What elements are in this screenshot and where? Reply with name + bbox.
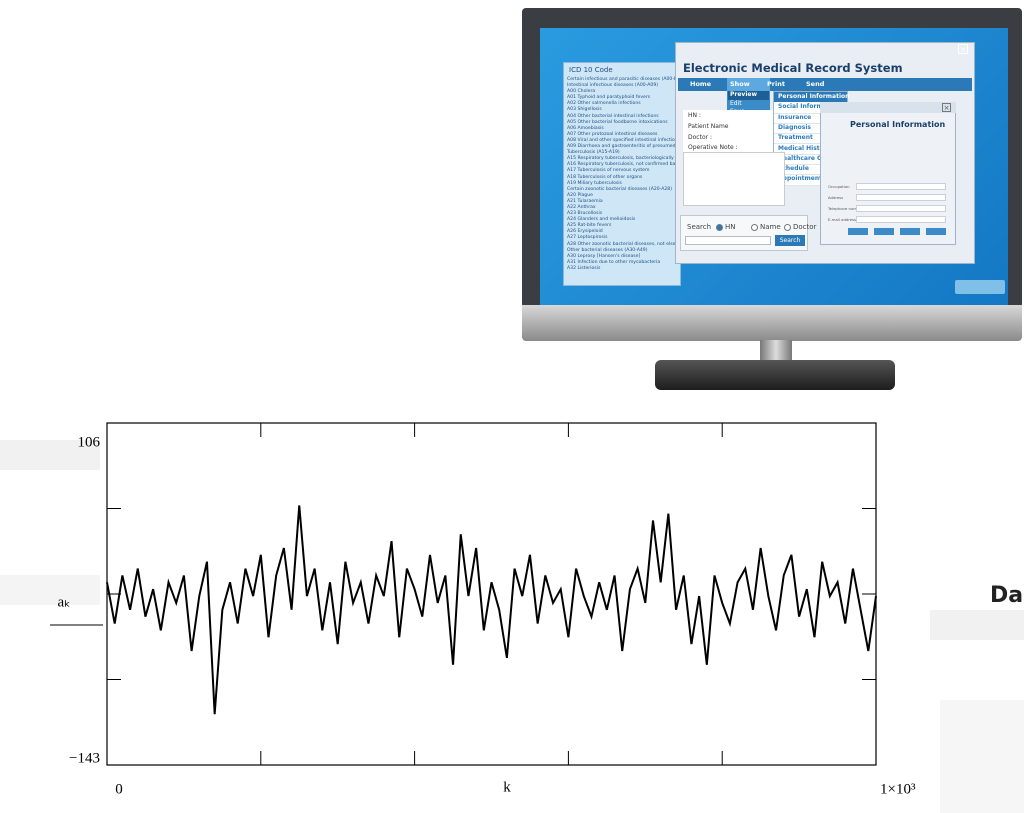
icd-item[interactable]: A28 Other zoonotic bacterial diseases, n… <box>567 241 680 247</box>
print-item[interactable]: Treatment <box>774 133 847 145</box>
x-tick-label: 0 <box>115 781 123 797</box>
icd-item[interactable]: A21 Tularaemia <box>567 198 603 204</box>
icd-title: ICD 10 Code <box>569 66 613 74</box>
icd-item[interactable]: A24 Glanders and melioidosis <box>567 217 636 223</box>
radio[interactable] <box>716 224 723 231</box>
icd-item[interactable]: A06 Amoebiasis <box>567 125 604 131</box>
side-text: Da <box>990 583 1024 608</box>
print-item[interactable]: Appointment <box>774 174 847 186</box>
bg-shape <box>0 575 100 605</box>
icd-item[interactable]: A26 Erysipeloid <box>567 229 603 235</box>
menu-highlight <box>727 78 770 91</box>
icd-item[interactable]: A00 Cholera <box>567 89 596 95</box>
field-input[interactable] <box>856 183 946 190</box>
close-icon[interactable]: × <box>958 44 968 54</box>
signal-line <box>106 505 877 715</box>
icd-item[interactable]: A01 Typhoid and paratyphoid fevers <box>567 95 651 101</box>
form-note: Operative Note : <box>688 144 738 151</box>
field-label: Address <box>828 195 844 200</box>
radio[interactable] <box>751 224 758 231</box>
search-label: Search <box>687 223 712 231</box>
field-input[interactable] <box>856 216 946 223</box>
icd-item[interactable]: A02 Other salmonella infections <box>567 101 641 107</box>
bg-shape <box>0 440 100 470</box>
screen-icons[interactable] <box>955 280 1005 294</box>
menu-item[interactable]: Send <box>806 80 825 88</box>
x-tick-label: 1×10³ <box>880 781 916 797</box>
search-input[interactable] <box>685 236 771 245</box>
field-input[interactable] <box>856 205 946 212</box>
y-axis-label: aₖ <box>57 594 70 610</box>
icd-item[interactable]: A08 Viral and other specified intestinal… <box>567 137 681 143</box>
monitor-chin <box>522 305 1022 341</box>
print-item[interactable]: Schedule <box>774 164 847 176</box>
icd-item[interactable]: A07 Other protozoal intestinal diseases <box>567 131 658 137</box>
icd-panel: ICD 10 Code Certain infectious and paras… <box>563 62 681 286</box>
x-axis-label: k <box>503 779 511 795</box>
icd-item[interactable]: A31 Infection due to other mycobacteria <box>567 259 661 265</box>
form-doctor: Doctor : <box>688 134 713 141</box>
icd-item[interactable]: Tuberculosis (A15-A19) <box>567 150 620 156</box>
icd-item[interactable]: A30 Leprosy [Hansen's disease] <box>567 253 641 259</box>
search-option: Doctor <box>793 223 817 231</box>
plot-frame <box>106 422 877 766</box>
field-label: Occupation <box>828 184 850 189</box>
chart: k aₖ 0 1×10³ −143 106 <box>50 422 916 797</box>
icd-list: Certain infectious and parasitic disease… <box>564 77 680 272</box>
icd-item[interactable]: Certain zoonotic bacterial diseases (A20… <box>567 186 673 192</box>
bg-shape <box>940 700 1024 813</box>
icd-item[interactable]: A25 Rat-bite fevers <box>567 223 612 229</box>
icd-item[interactable]: A27 Leptospirosis <box>567 235 608 241</box>
icd-item[interactable]: A20 Plague <box>567 192 593 198</box>
menu-bar <box>678 78 972 91</box>
icd-item[interactable]: A18 Tuberculosis of other organs <box>567 174 643 180</box>
search-panel <box>680 215 808 251</box>
y-tick-label: −143 <box>69 750 100 766</box>
field-label: Telephone number <box>828 206 864 211</box>
menu-item[interactable]: Show <box>730 80 750 88</box>
search-option: Name <box>760 223 781 231</box>
icd-item[interactable]: A17 Tuberculosis of nervous system <box>567 168 650 174</box>
icd-item[interactable]: A16 Respiratory tuberculosis, not confir… <box>567 162 680 168</box>
print-item[interactable]: Healthcare Calendar <box>774 154 847 166</box>
icd-item[interactable]: A32 Listeriosis <box>567 265 601 271</box>
show-item[interactable]: Edit <box>730 99 742 107</box>
radio[interactable] <box>784 224 791 231</box>
menu-item[interactable]: Print <box>767 80 785 88</box>
icd-item[interactable]: A23 Brucellosis <box>567 211 603 217</box>
bg-shape <box>930 610 1024 640</box>
search-button[interactable]: Search <box>775 235 805 246</box>
note-area <box>683 152 785 206</box>
field-input[interactable] <box>856 194 946 201</box>
field-label: E-mail address <box>828 217 857 222</box>
print-item[interactable]: Personal Information <box>774 92 849 103</box>
search-option: HN <box>725 223 736 231</box>
form-buttons <box>848 228 948 235</box>
icd-item[interactable]: A19 Miliary tuberculosis <box>567 180 622 186</box>
icd-item[interactable]: Intestinal infectious diseases (A00-A09) <box>567 83 659 89</box>
icd-item[interactable]: A04 Other bacterial intestinal infection… <box>567 113 659 119</box>
menu-item[interactable]: Home <box>690 80 712 88</box>
icd-item[interactable]: A15 Respiratory tuberculosis, bacteriolo… <box>567 156 680 162</box>
emr-title: Electronic Medical Record System <box>683 61 903 75</box>
form-hn: HN : <box>688 112 701 119</box>
icd-item[interactable]: A09 Diarrhoea and gastroenteritis of pre… <box>567 144 680 150</box>
icd-item[interactable]: Other bacterial diseases (A30-A49) <box>567 247 648 253</box>
icd-item[interactable]: Certain infectious and parasitic disease… <box>567 77 681 82</box>
y-tick-label: 106 <box>78 434 101 450</box>
icd-item[interactable]: A05 Other bacterial foodborne intoxicati… <box>567 119 668 125</box>
print-item[interactable]: Diagnosis <box>774 123 847 135</box>
icd-item[interactable]: A03 Shigellosis <box>567 107 602 113</box>
personal-titlebar <box>820 102 956 113</box>
monitor-base <box>655 360 895 390</box>
print-item[interactable]: Medical History <box>774 144 847 155</box>
close-icon[interactable]: × <box>942 103 951 112</box>
print-item[interactable]: Insurance <box>774 113 847 124</box>
form-patient: Patient Name <box>688 123 729 130</box>
icd-item[interactable]: A22 Anthrax <box>567 204 596 210</box>
show-item[interactable]: Preview <box>728 91 769 100</box>
print-item[interactable]: Social Information <box>774 102 847 114</box>
personal-title: Personal Information <box>850 120 946 129</box>
